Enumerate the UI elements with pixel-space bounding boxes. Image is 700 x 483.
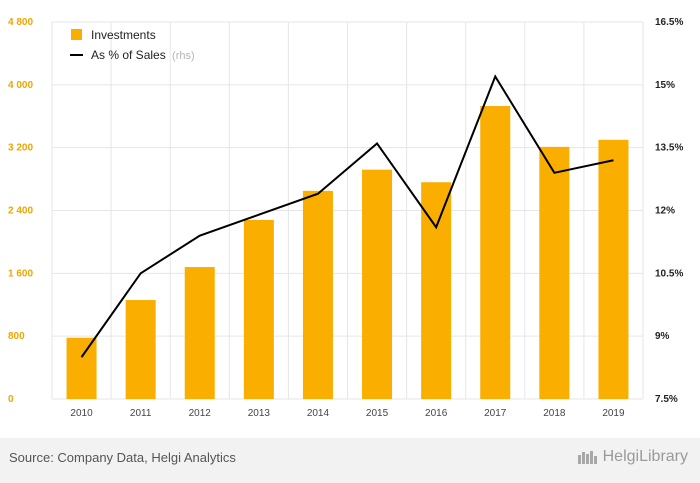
combo-chart: 0 800 1 600 2 400 3 200 4 000 4 800 7.5% 9% 10.5… (8, 17, 683, 419)
bar-series-investments (66, 106, 629, 399)
line-series-pct-sales (80, 74, 614, 358)
left-tick-label: 4 800 (8, 17, 33, 28)
left-axis-ticks: 0 800 1 600 2 400 3 200 4 000 4 800 (8, 17, 33, 405)
right-tick-label: 13.5% (655, 143, 683, 154)
x-tick-label: 2010 (70, 408, 93, 419)
right-axis-ticks: 7.5% 9% 10.5% 12% 13.5% 15% 16.5% (655, 17, 683, 405)
legend-swatch-investments (71, 29, 82, 40)
x-tick-label: 2019 (602, 408, 625, 419)
bar-2011 (125, 300, 156, 399)
legend-label-pct-sales: As % of Sales (rhs) (91, 48, 195, 62)
line-pct-sales (80, 74, 614, 358)
right-tick-label: 12% (655, 206, 675, 217)
footer: Source: Company Data, Helgi Analytics He… (0, 438, 700, 483)
library-icon (577, 451, 597, 464)
x-tick-label: 2017 (484, 408, 507, 419)
right-tick-label: 9% (655, 331, 670, 342)
x-tick-label: 2015 (366, 408, 389, 419)
bar-2018 (539, 146, 570, 399)
x-tick-label: 2016 (425, 408, 448, 419)
x-axis-ticks: 2010 2011 2012 2013 2014 2015 2016 2017 2018 2019 (70, 408, 625, 419)
right-tick-label: 15% (655, 80, 675, 91)
right-tick-label: 16.5% (655, 17, 683, 28)
bar-2016 (421, 182, 452, 399)
left-tick-label: 4 000 (8, 80, 33, 91)
left-tick-label: 2 400 (8, 206, 33, 217)
bar-2019 (598, 139, 629, 399)
x-tick-label: 2012 (189, 408, 212, 419)
x-tick-label: 2011 (130, 408, 152, 419)
brand-logo: HelgiLibrary (577, 448, 688, 466)
right-tick-label: 10.5% (655, 268, 683, 279)
left-tick-label: 0 (8, 394, 14, 405)
brand-name: HelgiLibrary (602, 448, 688, 465)
x-tick-label: 2014 (307, 408, 330, 419)
bar-2015 (362, 169, 393, 399)
bar-2012 (184, 267, 215, 399)
gridlines (51, 21, 644, 400)
left-tick-label: 3 200 (8, 143, 33, 154)
bar-2014 (302, 190, 333, 399)
x-tick-label: 2013 (248, 408, 271, 419)
legend-label-investments: Investments (91, 28, 156, 42)
right-tick-label: 7.5% (655, 394, 678, 405)
bar-2013 (243, 219, 274, 399)
left-tick-label: 1 600 (8, 268, 33, 279)
source-note: Source: Company Data, Helgi Analytics (9, 450, 236, 465)
legend: Investments As % of Sales (rhs) (70, 28, 195, 62)
x-tick-label: 2018 (543, 408, 566, 419)
bar-2017 (480, 106, 511, 399)
bar-2010 (66, 337, 97, 399)
left-tick-label: 800 (8, 331, 25, 342)
